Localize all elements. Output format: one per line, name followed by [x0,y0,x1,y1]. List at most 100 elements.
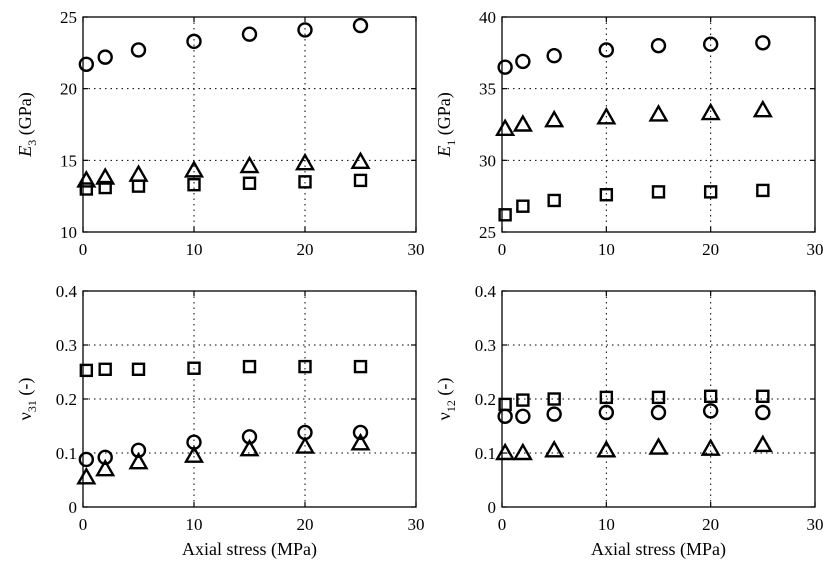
data-point-triangle [239,155,260,174]
data-point-square [187,361,201,375]
data-point-triangle [76,169,97,188]
data-point-square [756,183,770,198]
y-tick-label: 40 [479,8,496,27]
y-tick-label: 0.4 [475,282,497,301]
x-tick-label: 30 [807,240,823,259]
data-point-square [187,177,201,192]
x-tick-label: 0 [498,515,507,534]
y-tick-label: 20 [60,80,77,99]
data-point-square [353,359,368,374]
data-point-triangle [95,458,116,477]
data-point-square [703,389,718,403]
data-point-square [756,389,770,403]
x-tick-label: 20 [702,515,719,534]
x-tick-label: 30 [408,515,425,534]
y-axis-label-subscript: 12 [444,400,458,412]
data-point-triangle [239,438,260,457]
y-axis-label-subscript: 3 [25,140,39,146]
data-point-triangle [648,437,669,455]
y-tick-label: 35 [479,80,496,99]
y-axis-label: E3 (GPa) [15,92,39,158]
data-point-triangle [350,432,371,451]
y-tick-label: 0 [69,498,78,517]
panel-nu12: 0 10 20 30 0 0.1 0.2 0.3 0.4 ν12 (-) Axial stress … [434,282,823,560]
data-point-triangle [76,466,97,485]
data-point-square [131,179,146,193]
y-axis-label-unit: (-) [434,378,455,400]
y-tick-label: 0.2 [56,390,77,409]
x-tick-label: 30 [408,240,425,259]
data-point-circle [78,451,95,468]
data-point-square [242,359,257,374]
y-tick-label: 10 [60,223,77,242]
y-tick-label: 0.2 [475,390,496,409]
data-point-circle [598,404,615,421]
y-axis-label-main: E [15,146,35,158]
data-point-circle [515,408,531,424]
data-point-circle [97,49,113,65]
x-tick-label: 10 [186,515,203,534]
x-tick-label: 0 [79,515,88,534]
x-axis-label: Axial stress (MPa) [591,539,726,560]
data-point-square [547,193,561,208]
data-point-triangle [544,439,565,458]
y-tick-label: 0 [488,498,497,517]
x-axis-label: Axial stress (MPa) [182,539,317,560]
data-point-triangle [350,151,371,169]
data-point-circle [97,449,113,466]
data-point-circle [130,42,147,58]
y-tick-label: 0.1 [475,444,496,463]
data-point-triangle [700,102,721,121]
data-point-square [599,390,614,405]
y-tick-label: 0.3 [475,336,496,355]
y-axis-label-subscript: 1 [444,140,458,146]
data-point-circle [755,35,771,51]
data-point-circle [702,36,719,52]
data-point-circle [130,442,147,458]
data-point-triangle [183,159,205,178]
data-point-circle [515,53,531,70]
data-point-circle [546,48,562,64]
data-point-square [651,390,666,405]
x-tick-label: 10 [598,515,615,534]
y-tick-label: 0.4 [56,282,78,301]
data-point-square [547,392,561,406]
data-point-circle [297,22,313,38]
data-point-circle [497,408,513,424]
y-tick-label: 25 [60,8,77,27]
data-point-circle [598,42,615,58]
y-axis-label-unit: (-) [15,378,36,400]
data-point-triangle [648,104,669,122]
y-axis-label: ν12 (-) [434,378,458,421]
data-point-square [353,173,368,188]
data-point-triangle [294,436,316,454]
y-axis-label-unit: (GPa) [434,92,455,140]
data-point-square [516,199,530,213]
y-axis-label-main: E [434,146,454,158]
plot-frame [82,16,417,233]
data-point-square [242,176,257,190]
x-tick-label: 20 [702,240,719,259]
x-tick-label: 0 [498,240,507,259]
data-point-square [298,175,312,189]
data-point-square [131,362,146,376]
data-point-square [651,185,666,199]
data-point-circle [755,404,771,421]
data-point-circle [650,404,667,421]
data-point-triangle [752,434,773,453]
data-point-triangle [512,442,533,461]
y-axis-label-subscript: 31 [25,400,39,412]
data-point-square [516,393,530,407]
y-tick-label: 30 [479,151,496,170]
data-point-square [98,362,112,376]
x-tick-label: 20 [297,240,314,259]
y-tick-label: 15 [60,151,77,170]
data-point-square [599,188,614,202]
data-point-triangle [495,442,516,461]
data-point-square [498,397,512,412]
data-point-triangle [596,106,617,125]
data-point-triangle [544,109,565,128]
data-point-circle [352,17,369,34]
data-point-circle [186,33,202,50]
